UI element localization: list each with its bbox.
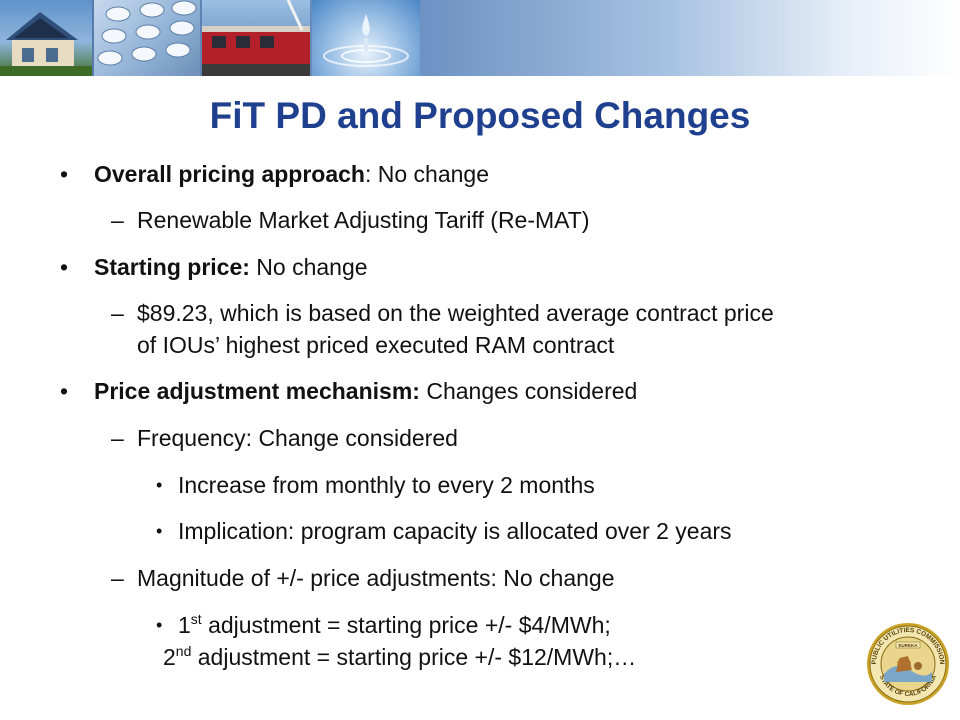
small-bullet-marker: • (156, 475, 163, 495)
seal-motto: EUREKA (898, 643, 918, 648)
adjustment-text: adjustment = starting price +/- $4/MWh; (201, 612, 611, 638)
sub-bullet-remat: Renewable Market Adjusting Tariff (Re-MA… (137, 207, 590, 233)
bullet-text: : No change (364, 161, 489, 187)
bullet-text: No change (249, 254, 368, 280)
dash-marker: – (111, 300, 124, 326)
sub-sub-bullet-increase: Increase from monthly to every 2 months (178, 472, 595, 498)
slide-title: FiT PD and Proposed Changes (209, 95, 751, 136)
sub-sub-bullet-implication: Implication: program capacity is allocat… (178, 518, 732, 544)
adjustment-text: adjustment = starting price +/- $12/MWh;… (191, 644, 637, 670)
bullet-marker: • (60, 161, 69, 187)
bullet-adjustment-mechanism: Price adjustment mechanism: Changes cons… (94, 376, 637, 407)
ordinal-suffix: nd (175, 643, 192, 659)
header-banner (0, 0, 960, 76)
ordinal-number: 2 (163, 644, 176, 670)
sub-sub-bullet-second-adjustment: 2nd adjustment = starting price +/- $12/… (163, 642, 636, 673)
phone-keypad-photo (94, 0, 200, 76)
bullet-bold-label: Starting price: (94, 254, 250, 280)
sub-bullet-price-basis: $89.23, which is based on the weighted a… (137, 300, 774, 326)
sub-bullet-price-basis-cont: of IOUs’ highest priced executed RAM con… (137, 332, 615, 358)
dash-marker: – (111, 565, 124, 591)
bullet-bold-label: Price adjustment mechanism: (94, 378, 420, 404)
dash-marker: – (111, 207, 124, 233)
sub-sub-bullet-first-adjustment: 1st adjustment = starting price +/- $4/M… (178, 610, 611, 641)
house-solar-photo (0, 0, 92, 76)
bullet-marker: • (60, 378, 69, 404)
dash-marker: – (111, 425, 124, 451)
bullet-pricing-approach: Overall pricing approach: No change (94, 159, 489, 190)
small-bullet-marker: • (156, 615, 163, 635)
bullet-starting-price: Starting price: No change (94, 252, 368, 283)
bullet-marker: • (60, 254, 69, 280)
bullet-text: Changes considered (419, 378, 638, 404)
ordinal-number: 1 (178, 612, 191, 638)
bullet-bold-label: Overall pricing approach (94, 161, 365, 187)
ordinal-suffix: st (190, 611, 202, 627)
sub-bullet-frequency: Frequency: Change considered (137, 425, 458, 451)
small-bullet-marker: • (156, 521, 163, 541)
water-drop-photo (312, 0, 420, 76)
sub-bullet-magnitude: Magnitude of +/- price adjustments: No c… (137, 565, 615, 591)
cpuc-seal-logo: PUBLIC UTILITIES COMMISSION STATE OF CAL… (867, 623, 949, 705)
train-photo (202, 0, 310, 76)
